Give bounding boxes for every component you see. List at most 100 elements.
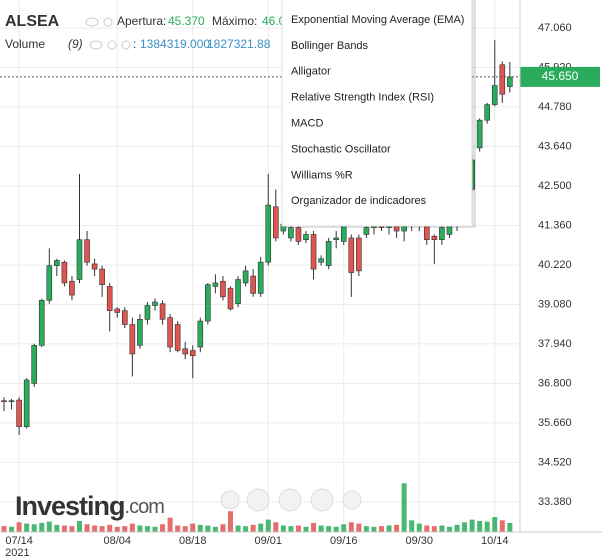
volume-bar: [197, 524, 203, 532]
candle-body: [272, 206, 279, 239]
open-value: 45.370: [168, 14, 205, 28]
candle-body: [99, 268, 105, 286]
candle-body: [31, 345, 38, 384]
menu-item[interactable]: Alligator: [291, 66, 331, 78]
candle-body: [227, 287, 234, 310]
menu-item[interactable]: Exponential Moving Average (EMA): [291, 14, 464, 26]
high-label: Máximo:: [212, 14, 257, 28]
candle-body: [23, 379, 30, 428]
volume-bar: [348, 522, 354, 532]
candle-body: [250, 275, 256, 294]
x-tick-label: 09/01: [254, 535, 282, 547]
x-tick-label: 07/14: [5, 535, 33, 547]
volume-bar: [129, 523, 135, 532]
candle-body: [431, 235, 438, 240]
candle-body: [144, 305, 151, 320]
volume-bar: [243, 526, 249, 532]
candle-body: [303, 234, 309, 240]
candle-body: [257, 261, 264, 294]
volume-bar: [303, 526, 309, 532]
candle-body: [491, 85, 498, 105]
volume-bar: [318, 525, 324, 532]
volume-sep: :: [133, 37, 136, 51]
volume-bar: [401, 483, 407, 532]
x-tick-label: 10/14: [481, 535, 509, 547]
volume-bar: [446, 526, 452, 532]
candle-body: [182, 348, 188, 355]
candle-body: [340, 225, 347, 242]
menu-item[interactable]: Organizador de indicadores: [291, 195, 427, 207]
menu-panel: [281, 0, 473, 227]
volume-bar: [220, 524, 226, 532]
y-tick-label: 39.080: [538, 298, 572, 310]
candle-body: [137, 319, 143, 346]
volume-bar: [477, 520, 483, 532]
x-tick-label: 08/04: [103, 535, 131, 547]
candle-body: [242, 270, 249, 284]
volume-bar: [24, 523, 30, 532]
volume-bar: [114, 526, 120, 532]
candle-body: [235, 279, 241, 305]
menu-item[interactable]: Bollinger Bands: [291, 40, 369, 52]
candle-body: [356, 237, 362, 272]
candle-body: [484, 104, 491, 121]
candle-body: [61, 261, 68, 284]
candle-body: [8, 400, 15, 403]
x-tick-label: 08/18: [179, 535, 207, 547]
volume-bar: [341, 524, 347, 532]
volume-bar: [99, 526, 105, 532]
volume-bar: [144, 526, 150, 532]
menu-item[interactable]: Relative Strength Index (RSI): [291, 92, 434, 104]
y-tick-label: 42.500: [538, 180, 572, 192]
volume-bar: [84, 524, 90, 532]
candle-body: [76, 239, 83, 280]
volume-bar: [273, 522, 279, 532]
high-value: 46.0: [262, 14, 286, 28]
volume-bar: [469, 519, 475, 532]
volume-bar: [182, 526, 188, 532]
volume-period: (9): [68, 37, 83, 51]
logo-main: Investing: [15, 491, 125, 521]
volume-bar: [431, 526, 437, 532]
menu-item[interactable]: Stochastic Oscillator: [291, 143, 391, 155]
menu-item[interactable]: MACD: [291, 118, 323, 130]
volume-bar: [1, 526, 7, 532]
volume-bar: [288, 526, 294, 532]
menu-item[interactable]: Williams %R: [291, 169, 353, 181]
x-tick-label: 09/30: [405, 535, 433, 547]
volume-bar: [311, 522, 317, 532]
volume-bar: [77, 520, 82, 532]
indicator-menu: Exponential Moving Average (EMA) Bollinge…: [281, 0, 476, 228]
candle-body: [122, 310, 128, 325]
volume-bar: [507, 523, 513, 532]
candle-body: [106, 286, 113, 311]
volume-bar: [439, 525, 445, 532]
candle-body: [318, 258, 324, 263]
volume-bar: [492, 517, 498, 532]
volume-bar: [295, 525, 301, 532]
candle-body: [197, 320, 204, 348]
volume-bar: [356, 523, 362, 532]
y-tick-label: 37.940: [538, 338, 572, 350]
candle-body: [288, 227, 294, 239]
x-tick-label: 09/16: [330, 535, 358, 547]
y-tick-label: 47.060: [538, 22, 572, 34]
candle-body: [129, 324, 136, 355]
volume-bar: [326, 526, 332, 532]
volume-bar: [175, 525, 181, 532]
volume-bar: [92, 525, 98, 532]
volume-bar: [205, 525, 211, 532]
candle-body: [439, 227, 445, 240]
candle-body: [46, 265, 53, 301]
last-price-label: 45.650: [542, 69, 579, 83]
header-icons[interactable]: [85, 17, 131, 50]
candle-body: [174, 324, 181, 351]
y-tick-label: 34.520: [538, 456, 572, 468]
volume-bar: [394, 524, 400, 532]
candle-body: [205, 284, 211, 322]
volume-ma: 1827321.88: [207, 37, 271, 51]
volume-bar: [167, 517, 173, 532]
volume-bar: [250, 524, 256, 532]
nav-controls[interactable]: [220, 488, 362, 512]
